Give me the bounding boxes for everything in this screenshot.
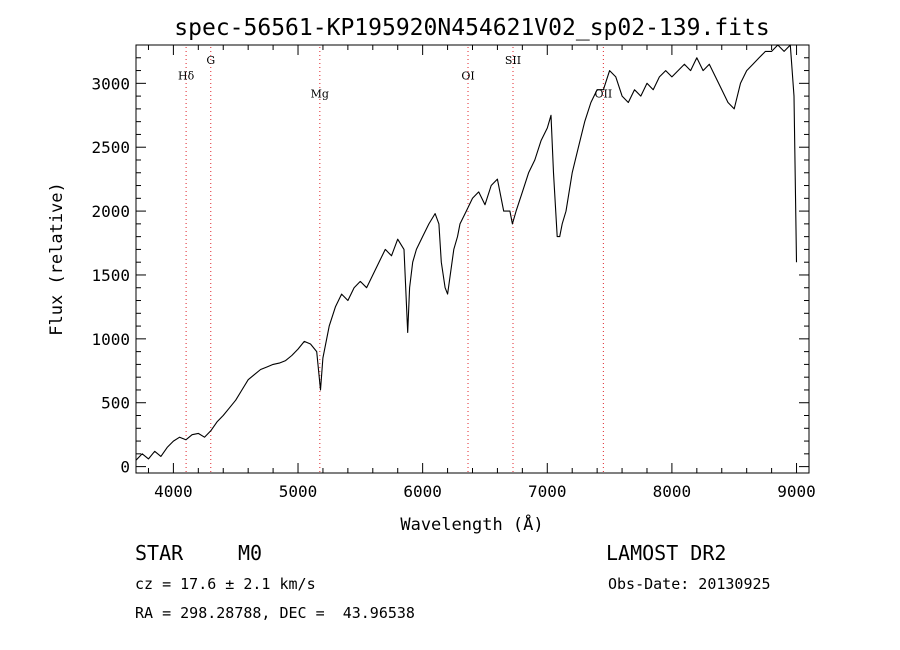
x-tick-label-8000: 8000 <box>653 482 692 501</box>
line-marker-label-1: G <box>206 54 215 67</box>
x-tick-label-6000: 6000 <box>403 482 442 501</box>
line-marker-label-0: Hδ <box>178 69 195 82</box>
spectrum-chart: spec-56561-KP195920N454621V02_sp02-139.f… <box>47 15 816 535</box>
series-line-0 <box>135 44 798 461</box>
line-marker-label-4: SII <box>505 54 521 67</box>
y-tick-label-1500: 1500 <box>91 266 130 285</box>
object-subclass: M0 <box>238 541 263 565</box>
y-tick-label-2500: 2500 <box>91 138 130 157</box>
spectrum-series <box>135 44 798 461</box>
y-tick-label-500: 500 <box>101 394 130 413</box>
y-tick-label-0: 0 <box>120 458 130 477</box>
x-tick-label-7000: 7000 <box>528 482 567 501</box>
object-class: STAR <box>135 541 184 565</box>
line-marker-label-3: OI <box>461 69 474 82</box>
x-tick-label-4000: 4000 <box>154 482 193 501</box>
line-marker-label-2: Mg <box>311 87 329 100</box>
redshift-cz: cz = 17.6 ± 2.1 km/s <box>135 575 316 593</box>
survey-name: LAMOST DR2 <box>606 541 727 565</box>
line-marker-label-5: OII <box>595 87 613 100</box>
observation-date: Obs-Date: 20130925 <box>608 575 771 593</box>
chart-title: spec-56561-KP195920N454621V02_sp02-139.f… <box>174 15 769 41</box>
y-tick-label-3000: 3000 <box>91 74 130 93</box>
x-axis-label: Wavelength (Å) <box>400 513 543 535</box>
y-axis-label: Flux (relative) <box>47 182 67 336</box>
x-axis-ticks: 4000 5000 6000 7000 8000 9000 <box>147 45 816 501</box>
y-axis-ticks: 0 500 1000 1500 2000 2500 3000 <box>91 57 809 477</box>
y-tick-label-2000: 2000 <box>91 202 130 221</box>
coordinates: RA = 298.28788, DEC = 43.96538 <box>135 604 415 622</box>
emission-line-markers: Hδ G Mg OI SII OII <box>178 47 612 473</box>
plot-frame <box>135 44 810 474</box>
x-tick-label-5000: 5000 <box>279 482 318 501</box>
x-tick-label-9000: 9000 <box>777 482 816 501</box>
y-tick-label-1000: 1000 <box>91 330 130 349</box>
